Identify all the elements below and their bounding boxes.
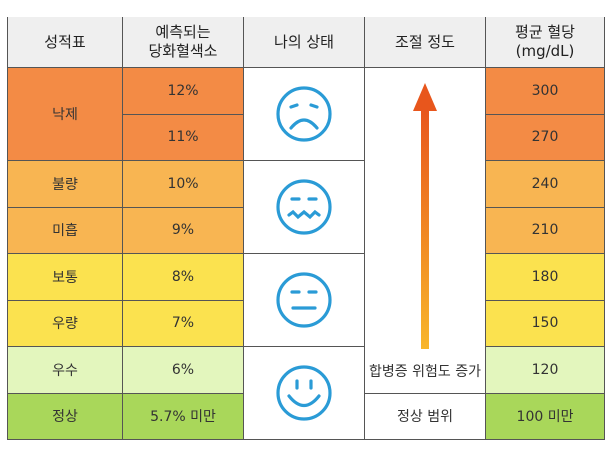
hba1c-value: 8%: [171, 268, 195, 285]
grade-cell: 미흡: [7, 207, 123, 254]
grade-label: 낙제: [52, 107, 78, 123]
hba1c-cell: 5.7% 미만: [123, 393, 244, 440]
glucose-cell: 240: [486, 161, 605, 208]
glucose-value: 180: [531, 268, 559, 285]
header-label: 나의 상태: [274, 32, 334, 51]
state-cell: [244, 347, 365, 440]
glucose-cell: 300: [486, 68, 605, 115]
header-cell: 나의 상태: [244, 17, 365, 68]
glucose-value: 240: [531, 175, 559, 192]
grade-cell: 우수: [7, 347, 123, 394]
header-label: 예측되는 당화혈색소: [148, 23, 218, 60]
hba1c-value: 5.7% 미만: [150, 409, 216, 426]
state-cell: [244, 68, 365, 161]
risk-label: 합병증 위험도 증가: [369, 363, 481, 380]
glucose-value: 210: [531, 222, 559, 239]
smile-face-icon: [276, 365, 332, 421]
glucose-cell: 210: [486, 207, 605, 254]
hba1c-value: 11%: [167, 129, 199, 146]
glucose-cell: 100 미만: [486, 393, 605, 440]
up-arrow-icon: [413, 82, 437, 349]
header-cell: 조절 정도: [365, 17, 486, 68]
state-cell: [244, 254, 365, 347]
hba1c-value: 10%: [167, 175, 199, 192]
hba1c-cell: 6%: [123, 347, 244, 394]
grade-label: 보통: [52, 269, 78, 286]
grade-label: 정상: [52, 409, 78, 426]
risk-arrow-cell: 합병증 위험도 증가: [365, 68, 486, 394]
header-label: 평균 혈당 (mg/dL): [515, 23, 575, 60]
grade-cell: 보통: [7, 254, 123, 301]
glucose-value: 300: [531, 82, 559, 99]
glucose-value: 270: [531, 129, 559, 146]
state-cell: [244, 161, 365, 254]
glucose-value: 150: [531, 315, 559, 332]
glucose-cell: 180: [486, 254, 605, 301]
header-cell: 예측되는 당화혈색소: [123, 17, 244, 68]
sad-face-icon: [276, 86, 332, 142]
grade-cell: 우량: [7, 300, 123, 347]
hba1c-cell: 9%: [123, 207, 244, 254]
hba1c-value: 9%: [171, 222, 195, 239]
hba1c-value: 7%: [171, 315, 195, 332]
grade-label: 우량: [52, 316, 78, 333]
header-label: 조절 정도: [395, 32, 455, 51]
glucose-value: 120: [531, 361, 559, 378]
hba1c-cell: 11%: [123, 114, 244, 161]
hba1c-cell: 12%: [123, 68, 244, 115]
glucose-cell: 270: [486, 114, 605, 161]
normal-range-cell: 정상 범위: [365, 393, 486, 440]
hba1c-cell: 10%: [123, 161, 244, 208]
grade-cell: 낙제: [7, 68, 123, 161]
grade-cell: 불량: [7, 161, 123, 208]
glucose-cell: 150: [486, 300, 605, 347]
grade-label: 불량: [52, 176, 78, 193]
header-label: 성적표: [44, 32, 86, 51]
hba1c-value: 6%: [171, 361, 195, 378]
glucose-cell: 120: [486, 347, 605, 394]
neutral-face-icon: [276, 272, 332, 328]
header-cell: 평균 혈당 (mg/dL): [486, 17, 605, 68]
grade-label: 우수: [52, 362, 78, 379]
grade-label: 미흡: [52, 223, 78, 240]
header-cell: 성적표: [7, 17, 123, 68]
normal-range-label: 정상 범위: [397, 409, 453, 426]
hba1c-cell: 7%: [123, 300, 244, 347]
glucose-value: 100 미만: [516, 409, 574, 426]
grade-cell: 정상: [7, 393, 123, 440]
worried-face-icon: [276, 179, 332, 235]
hba1c-value: 12%: [167, 82, 199, 99]
hba1c-cell: 8%: [123, 254, 244, 301]
